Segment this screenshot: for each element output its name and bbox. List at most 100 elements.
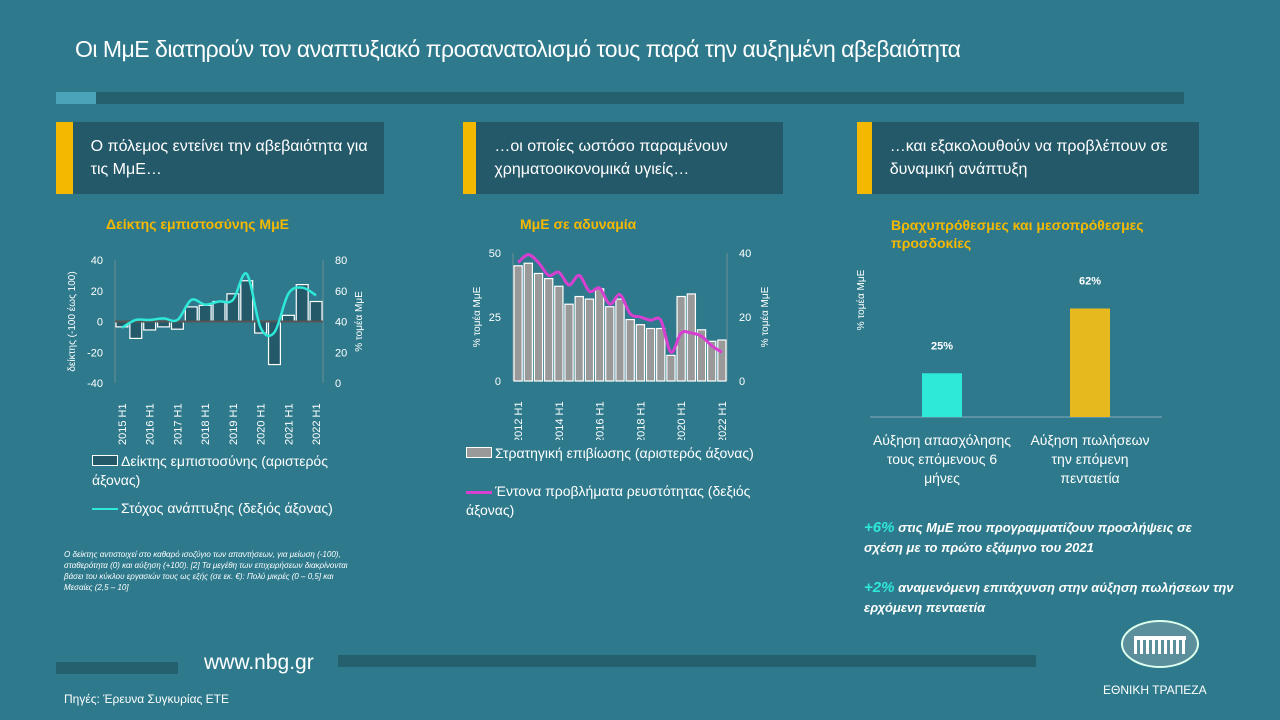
bank-logo-icon	[1121, 620, 1199, 668]
panel-header-1: Ο πόλεμος εντείνει την αβεβαιότητα για τ…	[56, 122, 384, 194]
bar	[656, 327, 666, 382]
panel-header-2: …οι οποίες ωστόσο παραμένουν χρηματοοικο…	[463, 122, 783, 194]
x-tick-label: 2018 H1	[635, 401, 647, 440]
chart3-title: Βραχυπρόθεσμες και μεσοπρόθεσμες προσδοκ…	[891, 217, 1144, 251]
x-tick-label: 2014 H1	[554, 401, 566, 440]
y2-tick-label: 20	[739, 312, 751, 324]
y-tick-label: 0	[495, 376, 501, 388]
category-label: την επόμενη	[1052, 451, 1129, 467]
y-tick-label: -20	[87, 347, 103, 359]
data-label: 25%	[931, 340, 953, 352]
bar	[922, 373, 962, 417]
x-tick-label: 2020 H1	[676, 401, 688, 440]
legend-label: Στρατηγική επιβίωσης (αριστερός άξονας)	[495, 445, 754, 461]
highlight-1: +6% στις ΜμΕ που προγραμματίζουν προσλήψ…	[864, 518, 1234, 558]
x-tick-label: 2022 H1	[311, 403, 323, 445]
series-line	[517, 253, 723, 354]
highlight-text: αναμενόμενη επιτάχυνση στην αύξηση πωλήσ…	[864, 580, 1234, 615]
category-label: πενταετία	[1060, 470, 1119, 486]
bar	[554, 285, 564, 382]
y-tick-label: 50	[489, 248, 501, 260]
x-tick-label: 2015 H1	[117, 403, 129, 445]
y-tick-label: 25	[489, 312, 501, 324]
y2-axis-label: % τομέα ΜμΕ	[353, 291, 365, 352]
bar	[523, 262, 533, 382]
y-axis-label: % τομέα ΜμΕ	[855, 269, 867, 330]
y-axis-label: δείκτης (-100 έως 100)	[66, 271, 78, 371]
panel-text: Ο πόλεμος εντείνει την αβεβαιότητα για τ…	[90, 138, 368, 178]
category-label: Αύξηση πωλήσεων	[1030, 432, 1149, 448]
y2-axis-label: % τομέα ΜμΕ	[759, 286, 771, 347]
legend-label: Στόχος ανάπτυξης (δεξιός άξονας)	[121, 500, 333, 516]
y2-tick-label: 0	[335, 378, 341, 390]
legend-label: Δείκτης εμπιστοσύνης (αριστερός άξονας)	[92, 453, 328, 488]
bar	[267, 320, 282, 366]
bar	[543, 277, 554, 382]
chart2-title: ΜμΕ σε αδυναμία	[520, 216, 637, 232]
footnote: Ο δείκτης αντιστοιχεί στο καθαρό ισοζύγι…	[64, 550, 348, 592]
bar	[707, 340, 717, 382]
category-label: μήνες	[924, 470, 960, 486]
bar	[184, 306, 198, 323]
y2-tick-label: 20	[335, 347, 347, 359]
x-tick-label: 2022 H1	[717, 401, 729, 440]
x-tick-label: 2020 H1	[256, 403, 268, 445]
title-divider	[56, 92, 1184, 104]
y-tick-label: 0	[97, 317, 103, 329]
chart3: % τομέα ΜμΕ 25% 62% Αύξηση απασχόλησης τους …	[855, 269, 1162, 486]
bar	[696, 329, 707, 382]
y2-tick-label: 0	[739, 376, 745, 388]
footer-bar	[56, 662, 178, 674]
bar	[513, 265, 523, 382]
bar	[143, 320, 157, 331]
chart2: 50 25 0 40 20 0 % τομέα ΜμΕ % τομέα ΜμΕ 2012 H1 2…	[471, 248, 771, 440]
x-tick-label: 2018 H1	[200, 403, 212, 445]
bar	[212, 300, 226, 323]
highlight-value: +2%	[864, 579, 895, 596]
bar	[635, 324, 646, 382]
footer-bar	[338, 655, 1036, 667]
chart1-title: Δείκτης εμπιστοσύνης ΜμΕ	[106, 216, 289, 232]
highlight-value: +6%	[864, 519, 895, 536]
panel-text: …οι οποίες ωστόσο παραμένουν χρηματοοικο…	[494, 138, 728, 178]
source-note: Πηγές: Έρευνα Συγκυρίας ΕΤΕ	[64, 692, 229, 706]
website-link[interactable]: www.nbg.gr	[204, 651, 314, 674]
x-tick-label: 2016 H1	[595, 401, 607, 440]
x-tick-label: 2012 H1	[513, 401, 525, 440]
bar	[584, 298, 595, 382]
y-tick-label: 20	[91, 286, 103, 298]
highlight-2: +2% αναμενόμενη επιτάχυνση στην αύξηση π…	[864, 578, 1234, 618]
y2-tick-label: 40	[335, 317, 347, 329]
bar	[129, 320, 143, 340]
series-line	[121, 272, 317, 338]
y-axis-label: % τομέα ΜμΕ	[471, 286, 483, 347]
bar	[170, 320, 184, 330]
category-label: Αύξηση απασχόλησης	[873, 432, 1011, 448]
legend-item: Στόχος ανάπτυξης (δεξιός άξονας)	[92, 499, 362, 518]
y-tick-label: 40	[91, 255, 103, 267]
bar	[309, 300, 323, 323]
bar	[533, 272, 544, 382]
bar	[615, 298, 625, 382]
legend-label: Έντονα προβλήματα ρευστότητας (δεξιός άξ…	[466, 483, 751, 518]
legend-item: Στρατηγική επιβίωσης (αριστερός άξονας)	[466, 444, 786, 463]
bar	[717, 339, 727, 382]
bank-name: ΕΘΝΙΚΗ ΤΡΑΠΕΖΑ	[1103, 683, 1207, 697]
legend-item: Δείκτης εμπιστοσύνης (αριστερός άξονας)	[92, 452, 362, 490]
panel-text: …και εξακολουθούν να προβλέπουν σε δυναμ…	[889, 138, 1168, 178]
y-tick-label: -40	[87, 378, 103, 390]
bar	[198, 304, 212, 323]
bar	[686, 293, 697, 382]
x-tick-label: 2019 H1	[228, 403, 240, 445]
chart1: 40 20 0 -20 -40 80 60 40 20 0 δείκτης (-100 έως 10…	[66, 255, 365, 445]
bar	[574, 295, 584, 382]
y2-tick-label: 80	[335, 255, 347, 267]
x-tick-label: 2021 H1	[283, 403, 295, 445]
x-tick-label: 2016 H1	[145, 403, 157, 445]
category-label: τους επόμενους 6	[887, 451, 997, 467]
y2-tick-label: 40	[739, 248, 751, 260]
panel-header-3: …και εξακολουθούν να προβλέπουν σε δυναμ…	[857, 122, 1199, 194]
x-tick-label: 2017 H1	[172, 403, 184, 445]
bar	[594, 288, 605, 382]
legend-item: Έντονα προβλήματα ρευστότητας (δεξιός άξ…	[466, 482, 786, 520]
